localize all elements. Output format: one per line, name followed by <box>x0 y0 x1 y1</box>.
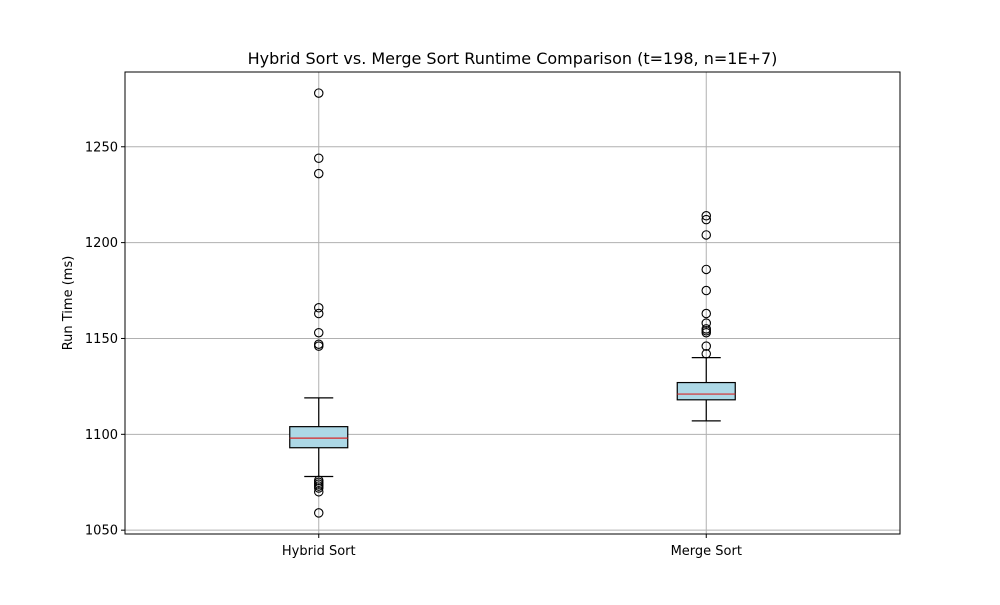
iqr-box <box>676 381 736 401</box>
x-tick-label: Merge Sort <box>671 544 742 559</box>
y-tick-label: 1200 <box>85 236 118 251</box>
outlier-point <box>313 483 324 493</box>
plot-frame <box>124 71 901 535</box>
outlier-point <box>313 341 324 351</box>
outlier-point <box>313 308 324 319</box>
box-layer <box>289 88 736 518</box>
outlier-point <box>701 318 711 328</box>
tick-layer: 1050 1100 1150 1200 1250 Hybrid Sort Merge Sor… <box>85 140 742 559</box>
outlier-point <box>313 327 324 338</box>
outlier-point <box>313 153 324 164</box>
outlier-point <box>701 211 711 221</box>
outlier-point <box>313 303 324 313</box>
outlier-point <box>313 508 324 518</box>
outlier-point <box>701 214 711 225</box>
y-axis-label: Run Time (ms) <box>61 256 76 351</box>
y-tick-label: 1050 <box>85 524 118 539</box>
outlier-point <box>313 487 324 497</box>
box-group <box>289 88 349 518</box>
outlier-point <box>313 88 324 98</box>
outlier-point <box>701 327 711 338</box>
x-tick-label: Hybrid Sort <box>282 544 356 559</box>
y-tick-label: 1150 <box>85 332 118 347</box>
iqr-box <box>289 426 349 449</box>
outlier-point <box>701 349 711 359</box>
y-tick-label: 1250 <box>85 140 118 155</box>
outlier-point <box>701 285 711 296</box>
outlier-point <box>701 341 711 351</box>
grid-layer <box>125 72 900 534</box>
outlier-point <box>701 230 711 240</box>
chart-title: Hybrid Sort vs. Merge Sort Runtime Compa… <box>248 49 778 68</box>
outlier-point <box>701 264 711 275</box>
outlier-point <box>701 308 711 319</box>
outlier-point <box>313 168 324 179</box>
y-tick-label: 1100 <box>85 428 118 443</box>
box-group <box>676 211 736 422</box>
